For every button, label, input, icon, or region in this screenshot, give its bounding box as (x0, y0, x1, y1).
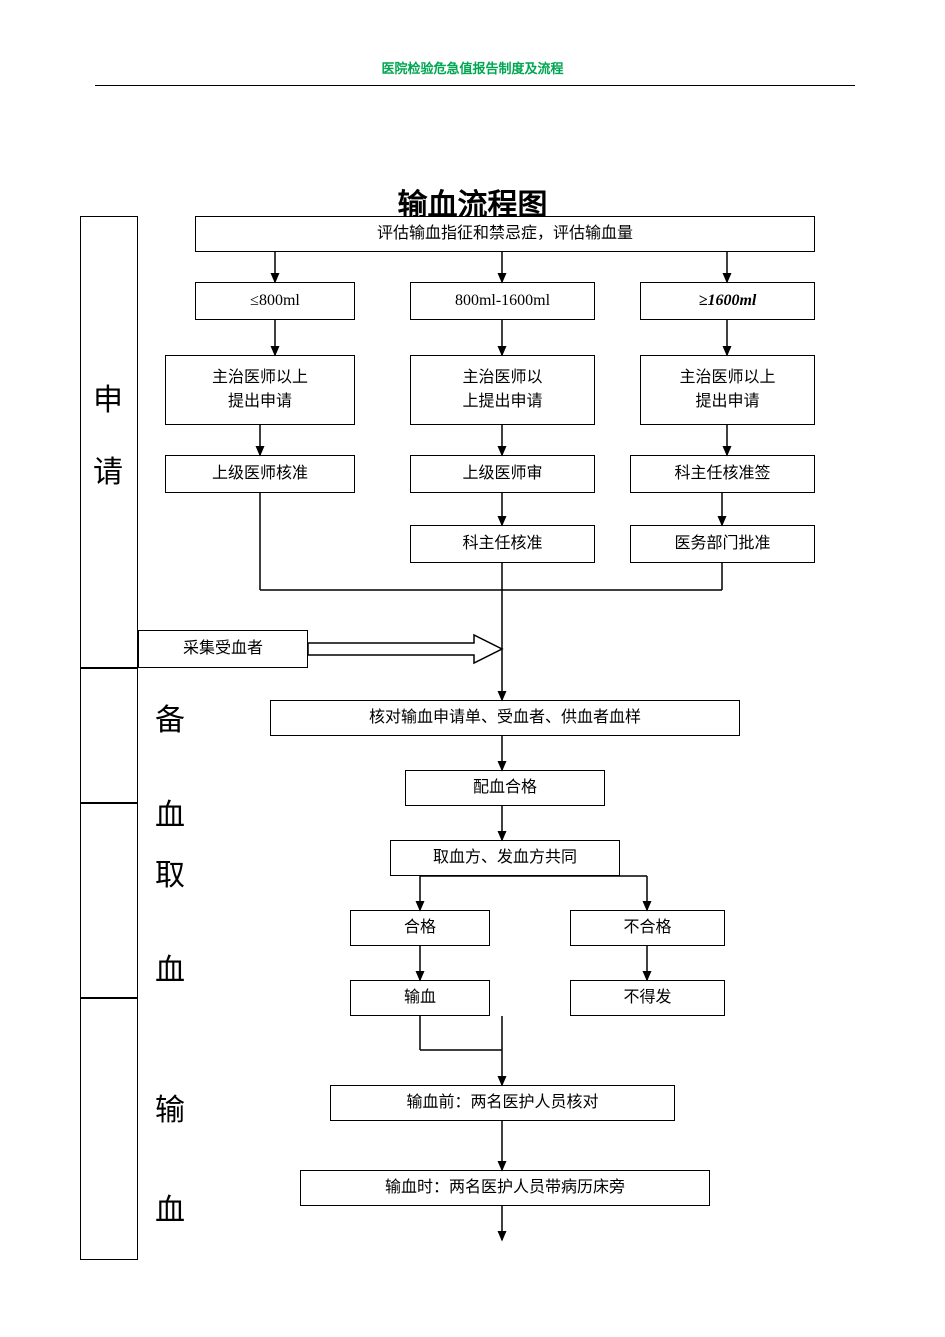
section-label-trans-1: 输 (155, 1075, 185, 1147)
node-no-issue: 不得发 (570, 980, 725, 1016)
node-match: 配血合格 (405, 770, 605, 806)
node-both-sides: 取血方、发血方共同 (390, 840, 620, 876)
node-verify: 核对输血申请单、受血者、供血者血样 (270, 700, 740, 736)
node-approve-c2: 医务部门批准 (630, 525, 815, 563)
node-approve-a: 上级医师核准 (165, 455, 355, 493)
section-box-transfuse (80, 998, 138, 1260)
node-transfuse: 输血 (350, 980, 490, 1016)
node-pass: 合格 (350, 910, 490, 946)
node-pre-check: 输血前：两名医护人员核对 (330, 1085, 675, 1121)
node-ge-1600: ≥1600ml (640, 282, 815, 320)
section-box-take (80, 803, 138, 998)
node-collect: 采集受血者 (138, 630, 308, 668)
section-label-take-1: 取 (155, 840, 185, 912)
node-approve-c: 科主任核准签 (630, 455, 815, 493)
section-label-apply: 申 请 (93, 365, 123, 509)
node-approve-b: 上级医师审 (410, 455, 595, 493)
node-apply-a: 主治医师以上 提出申请 (165, 355, 355, 425)
node-fail: 不合格 (570, 910, 725, 946)
section-box-prepare (80, 668, 138, 803)
node-approve-b2: 科主任核准 (410, 525, 595, 563)
section-label-prepare-1: 备 (155, 685, 185, 757)
page: 医院检验危急值报告制度及流程 输血流程图 申 请 备 血 取 血 输 血 评估输… (0, 0, 945, 1337)
node-apply-c: 主治医师以上 提出申请 (640, 355, 815, 425)
header-underline (95, 85, 855, 86)
node-apply-b: 主治医师以 上提出申请 (410, 355, 595, 425)
section-label-trans-2: 血 (155, 1175, 185, 1247)
section-label-take-2: 血 (155, 935, 185, 1007)
node-800-1600: 800ml-1600ml (410, 282, 595, 320)
page-header: 医院检验危急值报告制度及流程 (0, 58, 945, 77)
node-during: 输血时：两名医护人员带病历床旁 (300, 1170, 710, 1206)
node-assess: 评估输血指征和禁忌症，评估输血量 (195, 216, 815, 252)
node-le-800: ≤800ml (195, 282, 355, 320)
